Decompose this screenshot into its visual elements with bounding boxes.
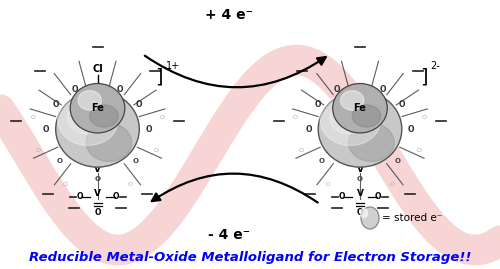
Text: O: O — [76, 134, 81, 140]
Text: O: O — [95, 126, 100, 132]
Ellipse shape — [361, 207, 379, 229]
Text: O: O — [315, 100, 322, 109]
Text: V: V — [356, 189, 364, 198]
Text: 2-: 2- — [430, 61, 440, 71]
Text: O: O — [94, 208, 101, 217]
Text: + 4 e⁻: + 4 e⁻ — [205, 8, 253, 22]
Text: O: O — [325, 182, 330, 187]
Text: O: O — [395, 158, 401, 164]
Text: O: O — [114, 134, 119, 140]
FancyArrowPatch shape — [145, 56, 326, 87]
Text: O: O — [36, 147, 41, 153]
Ellipse shape — [70, 83, 125, 133]
Text: O: O — [306, 125, 312, 134]
Text: O: O — [132, 158, 138, 164]
Ellipse shape — [320, 94, 381, 146]
Text: O: O — [357, 175, 363, 182]
Text: ]: ] — [420, 68, 428, 87]
Text: O: O — [76, 192, 83, 201]
Ellipse shape — [348, 123, 394, 161]
Text: = stored e⁻: = stored e⁻ — [382, 213, 442, 223]
Text: V: V — [356, 165, 364, 174]
Ellipse shape — [78, 91, 102, 110]
Text: V: V — [126, 146, 134, 154]
Ellipse shape — [352, 105, 381, 127]
Text: O: O — [112, 192, 119, 201]
Text: O: O — [52, 100, 59, 109]
FancyArrowPatch shape — [152, 174, 318, 203]
Text: O: O — [154, 147, 159, 153]
Text: O: O — [128, 182, 132, 187]
Text: O: O — [338, 134, 344, 140]
Text: O: O — [136, 100, 142, 109]
Ellipse shape — [67, 102, 105, 134]
Text: V: V — [94, 165, 101, 174]
Ellipse shape — [86, 123, 132, 161]
Text: O: O — [94, 175, 100, 182]
Text: O: O — [56, 158, 62, 164]
Text: V: V — [389, 146, 396, 154]
Ellipse shape — [58, 94, 118, 146]
Text: - 4 e⁻: - 4 e⁻ — [208, 228, 250, 242]
Text: O: O — [117, 85, 123, 94]
Text: 1+: 1+ — [166, 61, 179, 71]
Text: O: O — [398, 100, 405, 109]
Ellipse shape — [360, 208, 368, 218]
Text: O: O — [334, 85, 340, 94]
Text: ]: ] — [156, 68, 163, 87]
Text: O: O — [390, 182, 395, 187]
Text: O: O — [62, 182, 68, 187]
Text: V: V — [324, 146, 331, 154]
Text: O: O — [376, 134, 382, 140]
Text: O: O — [416, 147, 422, 153]
Text: Fe: Fe — [354, 103, 366, 113]
Text: O: O — [357, 208, 363, 217]
Text: O: O — [160, 115, 164, 120]
Ellipse shape — [332, 83, 388, 133]
Ellipse shape — [330, 102, 368, 134]
Text: O: O — [422, 115, 427, 120]
Ellipse shape — [56, 91, 140, 167]
Text: O: O — [293, 115, 298, 120]
Text: O: O — [43, 125, 50, 134]
Text: Cl: Cl — [92, 64, 103, 74]
Text: O: O — [319, 158, 325, 164]
Text: V: V — [62, 146, 68, 154]
Ellipse shape — [90, 105, 118, 127]
Text: O: O — [358, 126, 362, 132]
Text: O: O — [380, 85, 386, 94]
Text: O: O — [408, 125, 414, 134]
Text: Reducible Metal-Oxide Metalloligand for Electron Storage!!: Reducible Metal-Oxide Metalloligand for … — [29, 250, 471, 264]
Text: Fe: Fe — [91, 103, 104, 113]
Text: O: O — [339, 192, 345, 201]
Text: O: O — [298, 147, 304, 153]
Text: O: O — [146, 125, 152, 134]
Ellipse shape — [340, 91, 364, 110]
Text: O: O — [72, 85, 78, 94]
Ellipse shape — [318, 91, 402, 167]
Text: O: O — [30, 115, 36, 120]
Text: O: O — [375, 192, 382, 201]
Text: V: V — [94, 189, 101, 198]
